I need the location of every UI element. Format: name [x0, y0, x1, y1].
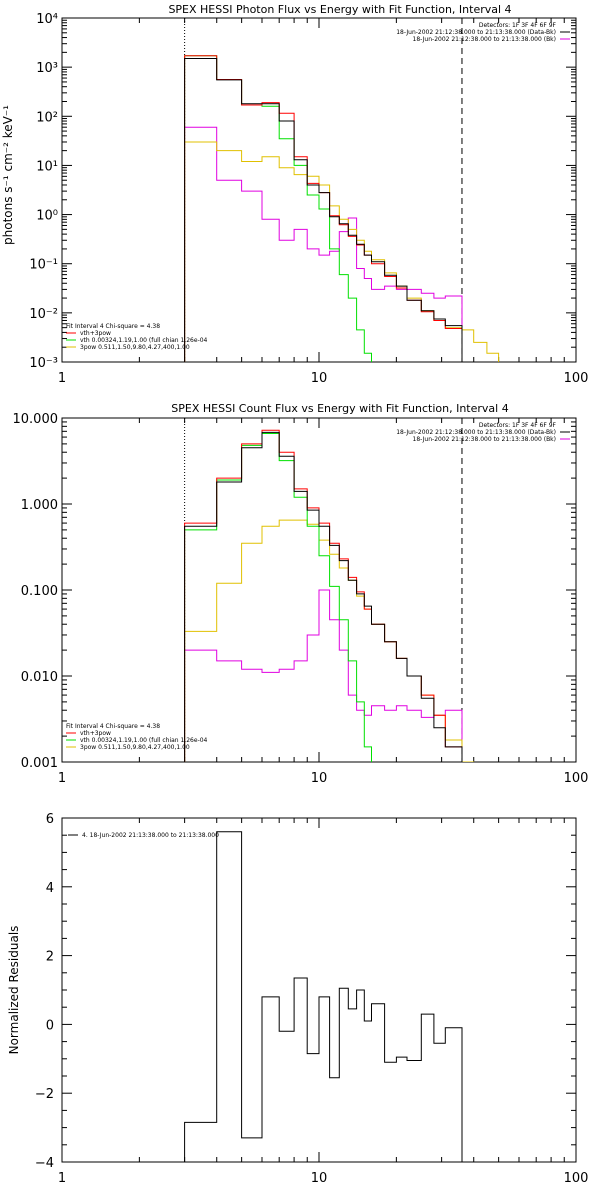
plot-area: 1 10 100 10⁻³ 10⁻² 10⁻¹ 10⁰ 10¹ 10² 10³ 10⁴ Detecto…: [29, 12, 588, 386]
residuals-panel: Normalized Residuals 1 10 100 −4 −2 0 2 4 6 4. 18…: [7, 812, 588, 1186]
x-tick-label: 10: [311, 1171, 328, 1186]
legend-entry: vth+3pow: [80, 730, 111, 737]
legend-entry: Detectors: 1F 3F 4F 6F 9F: [479, 422, 557, 429]
y-tick-label: 10.000: [13, 412, 59, 427]
y-tick-label: −4: [35, 1156, 54, 1171]
series-background: [184, 126, 463, 362]
y-tick-label: 1.000: [21, 498, 58, 513]
series-total-fit: [184, 55, 463, 362]
series-layer: [184, 429, 475, 762]
legend-entry: Fit Interval 4 Chi-square = 4.38: [66, 323, 160, 330]
legend-entry: 18-Jun-2002 21:12:38.000 to 21:13:38.000…: [413, 436, 556, 443]
legend-entry: vth+3pow: [80, 330, 111, 337]
y-tick-label: 10²: [36, 110, 58, 125]
y-tick-label: 10³: [36, 61, 58, 76]
series-thermal: [184, 55, 372, 362]
legend-entry: vth 0.00324,1.19,1.00 (full chian 1.26e-…: [80, 337, 208, 344]
y-tick-label: 10⁴: [36, 12, 58, 27]
series-layer: [184, 55, 500, 362]
photon-flux-panel: SPEX HESSI Photon Flux vs Energy with Fi…: [1, 3, 588, 386]
legend-entry: 3pow 0.511,1.50,9.80,4.27,400,1.00: [80, 344, 190, 351]
y-tick-label: 10⁻¹: [29, 258, 58, 273]
series-background: [184, 589, 463, 762]
legend-entry: Fit Interval 4 Chi-square = 4.38: [66, 723, 160, 730]
x-tick-label: 1: [58, 371, 66, 386]
series-data: [184, 58, 463, 362]
count-flux-panel: SPEX HESSI Count Flux vs Energy with Fit…: [13, 402, 589, 786]
legend-entry: 18-Jun-2002 21:12:38.000 to 21:13:38.000…: [396, 29, 556, 36]
panel-title: SPEX HESSI Photon Flux vs Energy with Fi…: [168, 3, 511, 16]
y-tick-label: 10⁻²: [29, 307, 58, 322]
y-tick-label: 6: [46, 812, 54, 827]
y-tick-label: 10¹: [36, 159, 58, 174]
legend-entry: 3pow 0.511,1.50,9.80,4.27,400,1.00: [80, 744, 190, 751]
x-tick-label: 1: [58, 771, 66, 786]
y-axis-label: Normalized Residuals: [7, 926, 21, 1055]
series-data: [184, 431, 463, 762]
y-tick-label: 0.010: [21, 670, 58, 685]
y-axis-label: photons s⁻¹ cm⁻² keV⁻¹: [1, 105, 15, 245]
x-tick-label: 10: [311, 371, 328, 386]
series-layer: [184, 831, 463, 1162]
panel-title: SPEX HESSI Count Flux vs Energy with Fit…: [171, 402, 508, 415]
series-data: [184, 831, 463, 1162]
x-tick-label: 10: [311, 771, 328, 786]
x-tick-label: 100: [564, 1171, 589, 1186]
legend-entry: vth 0.00324,1.19,1.00 (full chian 1.26e-…: [80, 737, 208, 744]
plot-area: 1 10 100 −4 −2 0 2 4 6 4. 18-Jun-2002 21:13:38.00…: [35, 812, 589, 1186]
series-power-law: [184, 141, 500, 362]
y-tick-label: 10⁻³: [29, 356, 58, 371]
y-tick-label: 2: [46, 950, 54, 965]
legend-entry: Detectors: 1F 3F 4F 6F 9F: [479, 22, 557, 29]
y-tick-label: 10⁰: [36, 209, 58, 224]
plot-area: 1 10 100 0.001 0.010 0.100 1.000 10.000 Detector…: [13, 412, 589, 786]
y-tick-label: 4: [46, 881, 54, 896]
series-thermal: [184, 433, 372, 762]
x-tick-label: 100: [564, 371, 589, 386]
legend-entry: 4. 18-Jun-2002 21:13:38.000 to 21:13:38.…: [82, 832, 219, 839]
x-tick-label: 1: [58, 1171, 66, 1186]
legend-entry: 18-Jun-2002 21:12:38.000 to 21:13:38.000…: [396, 429, 556, 436]
y-tick-label: 0: [46, 1018, 54, 1033]
y-tick-label: 0.100: [21, 584, 58, 599]
x-tick-label: 100: [564, 771, 589, 786]
y-tick-label: −2: [35, 1087, 54, 1102]
legend-entry: 18-Jun-2002 21:12:38.000 to 21:13:38.000…: [413, 36, 556, 43]
axes-frame: [61, 817, 577, 1163]
y-tick-label: 0.001: [21, 756, 58, 771]
